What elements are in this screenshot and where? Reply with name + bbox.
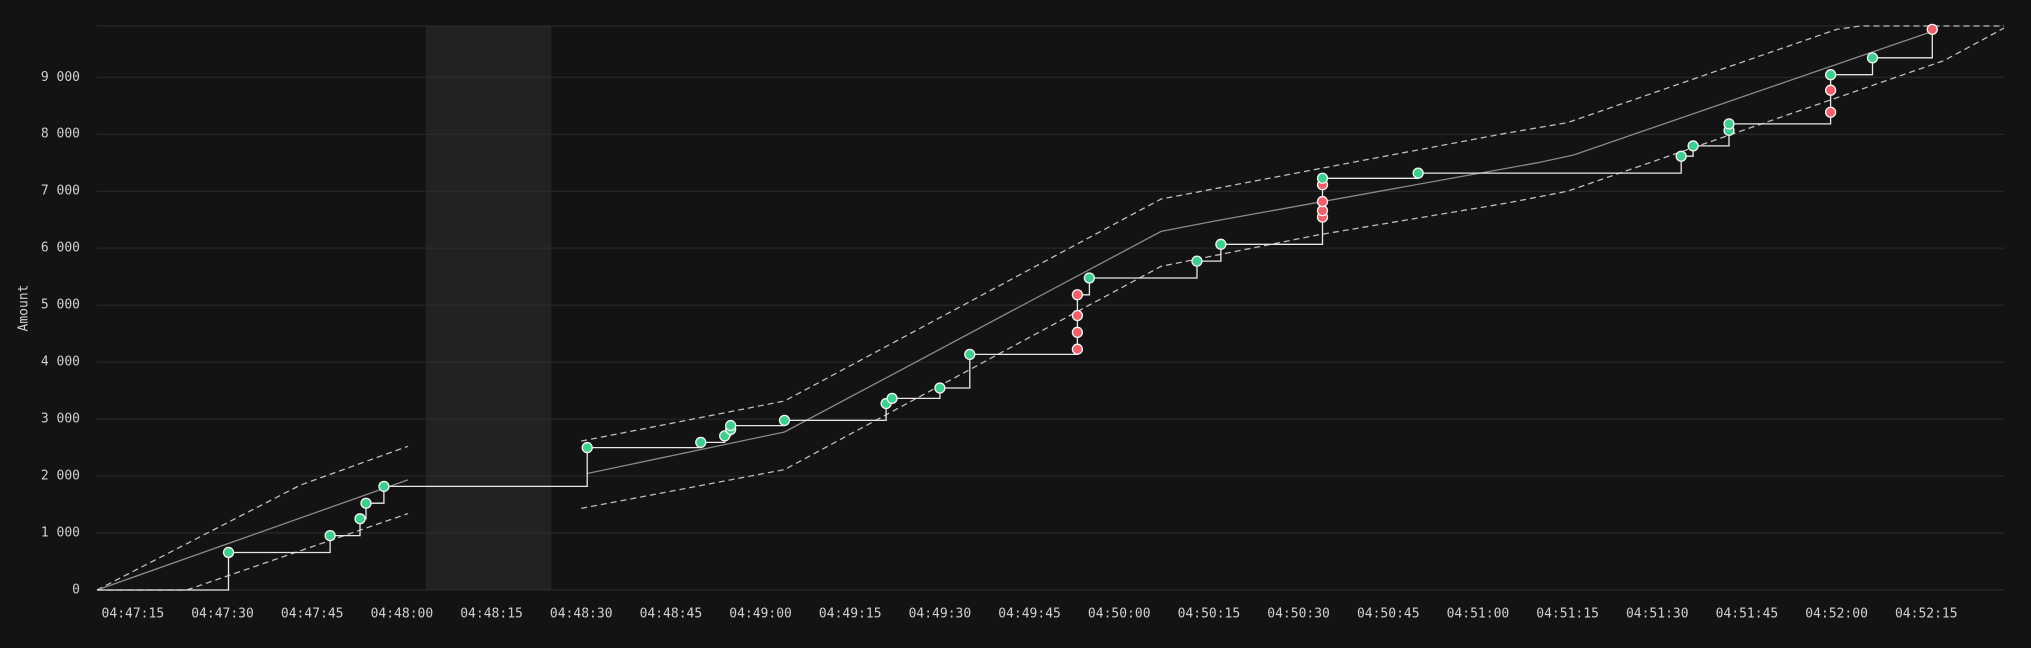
y-tick-label: 2 000 (41, 469, 80, 484)
trade-point (1723, 118, 1735, 130)
x-tick-label: 04:51:30 (1626, 607, 1689, 622)
trade-point (324, 529, 336, 542)
x-tick-label: 04:50:30 (1267, 607, 1330, 622)
trade-point (1412, 167, 1424, 179)
y-tick-label: 5 000 (41, 298, 80, 313)
x-tick-label: 04:50:00 (1088, 607, 1151, 622)
trade-point (1866, 52, 1879, 64)
x-tick-label: 04:47:30 (191, 607, 254, 622)
x-tick-label: 04:47:15 (102, 607, 165, 622)
x-tick-label: 04:52:15 (1895, 607, 1958, 622)
y-tick-label: 1 000 (41, 526, 80, 541)
x-tick-label: 04:49:00 (729, 607, 792, 622)
x-tick-label: 04:51:00 (1447, 607, 1510, 622)
x-tick-label: 04:48:45 (640, 607, 703, 622)
trade-point (778, 414, 791, 427)
x-tick-label: 04:50:45 (1357, 607, 1420, 622)
y-tick-label: 7 000 (41, 184, 80, 199)
x-tick-label: 04:52:00 (1805, 607, 1868, 622)
lower-line (97, 27, 2005, 591)
y-tick-label: 0 (72, 583, 80, 598)
trade-point (1675, 150, 1687, 162)
step-line (97, 29, 1933, 591)
y-tick-label: 6 000 (41, 241, 80, 256)
trade-point (725, 419, 737, 432)
x-tick-label: 04:49:30 (909, 607, 972, 622)
y-tick-label: 4 000 (41, 355, 80, 370)
shaded-range (425, 26, 552, 590)
x-tick-label: 04:49:15 (819, 607, 882, 622)
trade-point (964, 348, 976, 361)
trade-point (222, 546, 235, 559)
trade-point (1215, 238, 1227, 250)
trade-point (1191, 255, 1203, 267)
trade-point (934, 382, 946, 394)
x-tick-label: 04:47:45 (281, 607, 344, 622)
upper-line (96, 25, 2004, 591)
x-tick-label: 04:48:00 (371, 607, 434, 622)
trade-point (1071, 343, 1084, 355)
x-tick-label: 04:50:15 (1178, 607, 1241, 622)
trade-point (1083, 272, 1096, 284)
trade-point (1824, 69, 1837, 81)
x-tick-label: 04:48:30 (550, 607, 613, 622)
trade-point (1824, 84, 1837, 96)
x-tick-label: 04:51:45 (1716, 607, 1779, 622)
x-tick-label: 04:48:15 (460, 607, 523, 622)
trade-point (1071, 326, 1084, 338)
trade-point (1071, 309, 1084, 322)
x-tick-label: 04:51:15 (1536, 607, 1599, 622)
y-tick-label: 3 000 (41, 412, 80, 427)
trade-point (360, 497, 372, 509)
trade-point (1316, 172, 1329, 184)
trade-point (695, 436, 707, 449)
x-tick-label: 04:49:45 (998, 607, 1061, 622)
trade-point (581, 441, 593, 454)
y-tick-label: 9 000 (41, 70, 80, 85)
trade-point (1926, 23, 1938, 36)
trade-point (378, 480, 390, 493)
trade-point (1687, 140, 1699, 152)
trade-point (354, 513, 366, 525)
y-tick-label: 8 000 (41, 127, 80, 142)
trade-point (1824, 106, 1837, 118)
y-axis-label: Amount (17, 285, 32, 332)
mean-line (96, 28, 1939, 591)
trade-point (886, 392, 898, 405)
trade-point (1071, 289, 1084, 301)
trade-point (1316, 195, 1329, 208)
